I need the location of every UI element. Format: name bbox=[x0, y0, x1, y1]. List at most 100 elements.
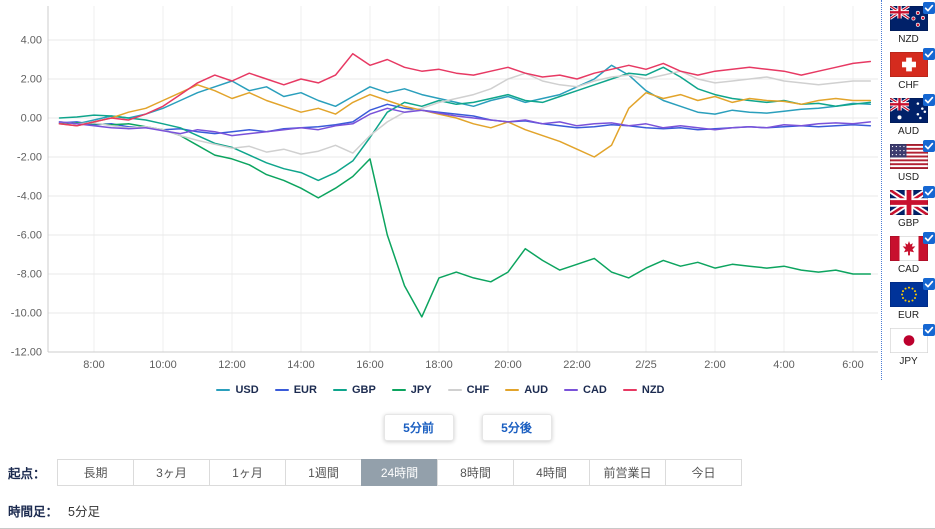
currency-toggle-jpy[interactable]: JPY bbox=[882, 324, 935, 370]
five-min-back-button[interactable]: 5分前 bbox=[383, 414, 454, 441]
flag-wrap bbox=[889, 186, 935, 215]
series-line-eur bbox=[58, 103, 872, 135]
flag-ch-icon bbox=[889, 52, 928, 77]
legend-item-chf: CHF bbox=[447, 384, 490, 396]
legend-item-gbp: GBP bbox=[332, 384, 376, 396]
flag-wrap bbox=[889, 324, 935, 353]
checkbox-checked-icon[interactable] bbox=[922, 186, 935, 198]
currency-code-label: NZD bbox=[898, 34, 919, 45]
chart-column: 4.00 2.00 0.00 -2.00 -4.00 -6.00 -8.00 -10.00 -1… bbox=[0, 0, 881, 400]
legend-swatch-jpy bbox=[391, 389, 406, 391]
legend-item-eur: EUR bbox=[274, 384, 317, 396]
currency-toggle-nzd[interactable]: NZD bbox=[882, 2, 935, 48]
checkbox-checked-icon[interactable] bbox=[922, 94, 935, 106]
legend-item-nzd: NZD bbox=[622, 384, 665, 396]
checkbox-checked-icon[interactable] bbox=[922, 278, 935, 290]
range-button-today[interactable]: 今日 bbox=[665, 459, 742, 486]
legend-item-aud: AUD bbox=[505, 384, 548, 396]
timeframe-label: 時間足： bbox=[8, 505, 59, 519]
currency-code-label: GBP bbox=[897, 218, 920, 229]
currency-code-label: AUD bbox=[897, 126, 920, 137]
timeframe-value: 5分足 bbox=[68, 505, 100, 519]
flag-us-icon bbox=[889, 144, 928, 169]
legend-swatch-cad bbox=[564, 389, 579, 391]
y-tick-label: -6.00 bbox=[17, 230, 42, 242]
legend-item-usd: USD bbox=[216, 384, 259, 396]
legend-label-aud: AUD bbox=[524, 384, 549, 396]
x-tick-label: 8:00 bbox=[83, 359, 104, 371]
y-tick-label: -4.00 bbox=[17, 191, 42, 203]
currency-toggle-aud[interactable]: AUD bbox=[882, 94, 935, 140]
range-button-1-month[interactable]: 1ヶ月 bbox=[209, 459, 286, 486]
legend-item-jpy: JPY bbox=[391, 384, 432, 396]
y-tick-label: 0.00 bbox=[21, 113, 42, 125]
currency-toggle-chf[interactable]: CHF bbox=[882, 48, 935, 94]
checkbox-checked-icon[interactable] bbox=[922, 140, 935, 152]
range-button-prev-business-day[interactable]: 前営業日 bbox=[589, 459, 666, 486]
currency-toggle-eur[interactable]: EUR bbox=[882, 278, 935, 324]
currency-code-label: CHF bbox=[898, 80, 919, 91]
x-tick-label: 10:00 bbox=[149, 359, 177, 371]
legend-swatch-chf bbox=[447, 389, 462, 391]
flag-ca-icon bbox=[889, 236, 928, 261]
range-button-24-hours[interactable]: 24時間 bbox=[361, 459, 438, 486]
legend-label-usd: USD bbox=[235, 384, 259, 396]
currency-toggle-gbp[interactable]: GBP bbox=[882, 186, 935, 232]
x-tick-label: 6:00 bbox=[842, 359, 863, 371]
legend-label-cad: CAD bbox=[583, 384, 607, 396]
checkbox-checked-icon[interactable] bbox=[922, 2, 935, 14]
y-tick-label: 4.00 bbox=[21, 35, 42, 47]
series-line-nzd bbox=[58, 52, 872, 127]
range-button-8-hours[interactable]: 8時間 bbox=[437, 459, 514, 486]
legend-swatch-aud bbox=[505, 389, 520, 391]
checkbox-checked-icon[interactable] bbox=[922, 48, 935, 60]
origin-range-row: 起点： 長期 3ヶ月 1ヶ月 1週間 24時間 8時間 4時間 前営業日 今日 bbox=[0, 459, 935, 486]
legend-label-chf: CHF bbox=[466, 384, 490, 396]
series-line-cad bbox=[58, 107, 872, 137]
legend-label-jpy: JPY bbox=[410, 384, 432, 396]
range-button-1-week[interactable]: 1週間 bbox=[285, 459, 362, 486]
checkbox-checked-icon[interactable] bbox=[922, 232, 935, 244]
legend-swatch-eur bbox=[274, 389, 289, 391]
x-tick-label: 12:00 bbox=[218, 359, 246, 371]
currency-strength-chart[interactable]: 4.00 2.00 0.00 -2.00 -4.00 -6.00 -8.00 -10.00 -1… bbox=[0, 0, 881, 378]
x-tick-label: 4:00 bbox=[773, 359, 794, 371]
range-button-long-term[interactable]: 長期 bbox=[57, 459, 134, 486]
flag-gb-icon bbox=[889, 190, 928, 215]
currency-toggle-cad[interactable]: CAD bbox=[882, 232, 935, 278]
legend-swatch-gbp bbox=[332, 389, 347, 391]
currency-toggle-sidebar: NZD CHF AUD USD GBP CAD EUR JPY bbox=[881, 0, 935, 380]
five-min-forward-button[interactable]: 5分後 bbox=[481, 414, 552, 441]
legend-item-cad: CAD bbox=[564, 384, 607, 396]
step-buttons-row: 5分前 5分後 bbox=[0, 414, 935, 441]
legend-label-nzd: NZD bbox=[641, 384, 665, 396]
flag-nz-icon bbox=[889, 6, 928, 31]
flag-wrap bbox=[889, 2, 935, 31]
x-tick-label: 2/25 bbox=[635, 359, 656, 371]
checkbox-checked-icon[interactable] bbox=[922, 324, 935, 336]
range-button-3-months[interactable]: 3ヶ月 bbox=[133, 459, 210, 486]
series-line-chf bbox=[58, 70, 872, 155]
y-tick-label: 2.00 bbox=[21, 74, 42, 86]
series-line-aud bbox=[58, 84, 872, 158]
x-tick-label: 22:00 bbox=[563, 359, 591, 371]
currency-toggle-usd[interactable]: USD bbox=[882, 140, 935, 186]
y-tick-label: -12.00 bbox=[11, 347, 42, 359]
flag-jp-icon bbox=[889, 328, 928, 353]
range-button-group: 長期 3ヶ月 1ヶ月 1週間 24時間 8時間 4時間 前営業日 今日 bbox=[57, 459, 742, 486]
chart-legend: USD EUR GBP JPY CHF AUD CAD NZD bbox=[0, 380, 881, 400]
legend-swatch-nzd bbox=[622, 389, 637, 391]
x-tick-label: 14:00 bbox=[287, 359, 315, 371]
series-line-usd bbox=[58, 64, 872, 125]
y-tick-label: -10.00 bbox=[11, 308, 42, 320]
flag-wrap bbox=[889, 140, 935, 169]
currency-code-label: JPY bbox=[899, 356, 918, 367]
currency-code-label: CAD bbox=[897, 264, 920, 275]
flag-eu-icon bbox=[889, 282, 928, 307]
legend-label-gbp: GBP bbox=[351, 384, 376, 396]
x-tick-label: 20:00 bbox=[494, 359, 522, 371]
flag-au-icon bbox=[889, 98, 928, 123]
range-button-4-hours[interactable]: 4時間 bbox=[513, 459, 590, 486]
series-line-jpy bbox=[58, 122, 872, 318]
